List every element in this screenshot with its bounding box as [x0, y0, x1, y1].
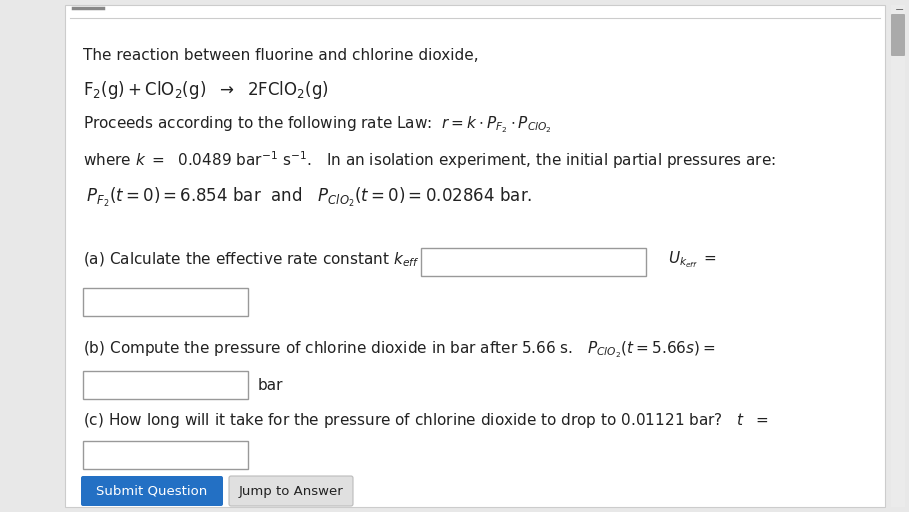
Text: (a) Calculate the effective rate constant $k_{eff}\ =$: (a) Calculate the effective rate constan… [83, 251, 438, 269]
Text: $U_{k_{eff}}\ =$: $U_{k_{eff}}\ =$ [668, 250, 717, 270]
Bar [83, 371, 248, 399]
Text: $\mathrm{F_2(g) + ClO_2(g)}$  $\rightarrow$  $\mathrm{2FClO_2(g)}$: $\mathrm{F_2(g) + ClO_2(g)}$ $\rightarro… [83, 79, 329, 101]
Text: (b) Compute the pressure of chlorine dioxide in bar after 5.66 s.   $P_{ClO_2}(t: (b) Compute the pressure of chlorine dio… [83, 339, 715, 360]
Text: The reaction between fluorine and chlorine dioxide,: The reaction between fluorine and chlori… [83, 48, 479, 62]
Bar [891, 5, 905, 507]
Text: Proceeds according to the following rate Law:  $r = k \cdot P_{F_2} \cdot P_{ClO: Proceeds according to the following rate… [83, 115, 552, 135]
Bar [83, 441, 248, 469]
FancyBboxPatch shape [81, 476, 223, 506]
Text: −: − [894, 5, 904, 15]
FancyBboxPatch shape [891, 14, 905, 56]
Text: where $k\ =\ \ 0.0489\ \mathrm{bar^{-1}\ s^{-1}}$.   In an isolation experiment,: where $k\ =\ \ 0.0489\ \mathrm{bar^{-1}\… [83, 149, 776, 171]
Text: $P_{F_2}(t = 0) = 6.854\ \mathrm{bar}$  and   $P_{ClO_2}(t = 0) = 0.02864\ \math: $P_{F_2}(t = 0) = 6.854\ \mathrm{bar}$ a… [81, 185, 533, 208]
Bar [83, 288, 248, 316]
Text: Jump to Answer: Jump to Answer [239, 484, 344, 498]
FancyBboxPatch shape [229, 476, 353, 506]
Text: bar: bar [258, 377, 284, 393]
Bar [421, 248, 646, 276]
Text: (c) How long will it take for the pressure of chlorine dioxide to drop to 0.0112: (c) How long will it take for the pressu… [83, 411, 768, 430]
Text: Submit Question: Submit Question [96, 484, 207, 498]
